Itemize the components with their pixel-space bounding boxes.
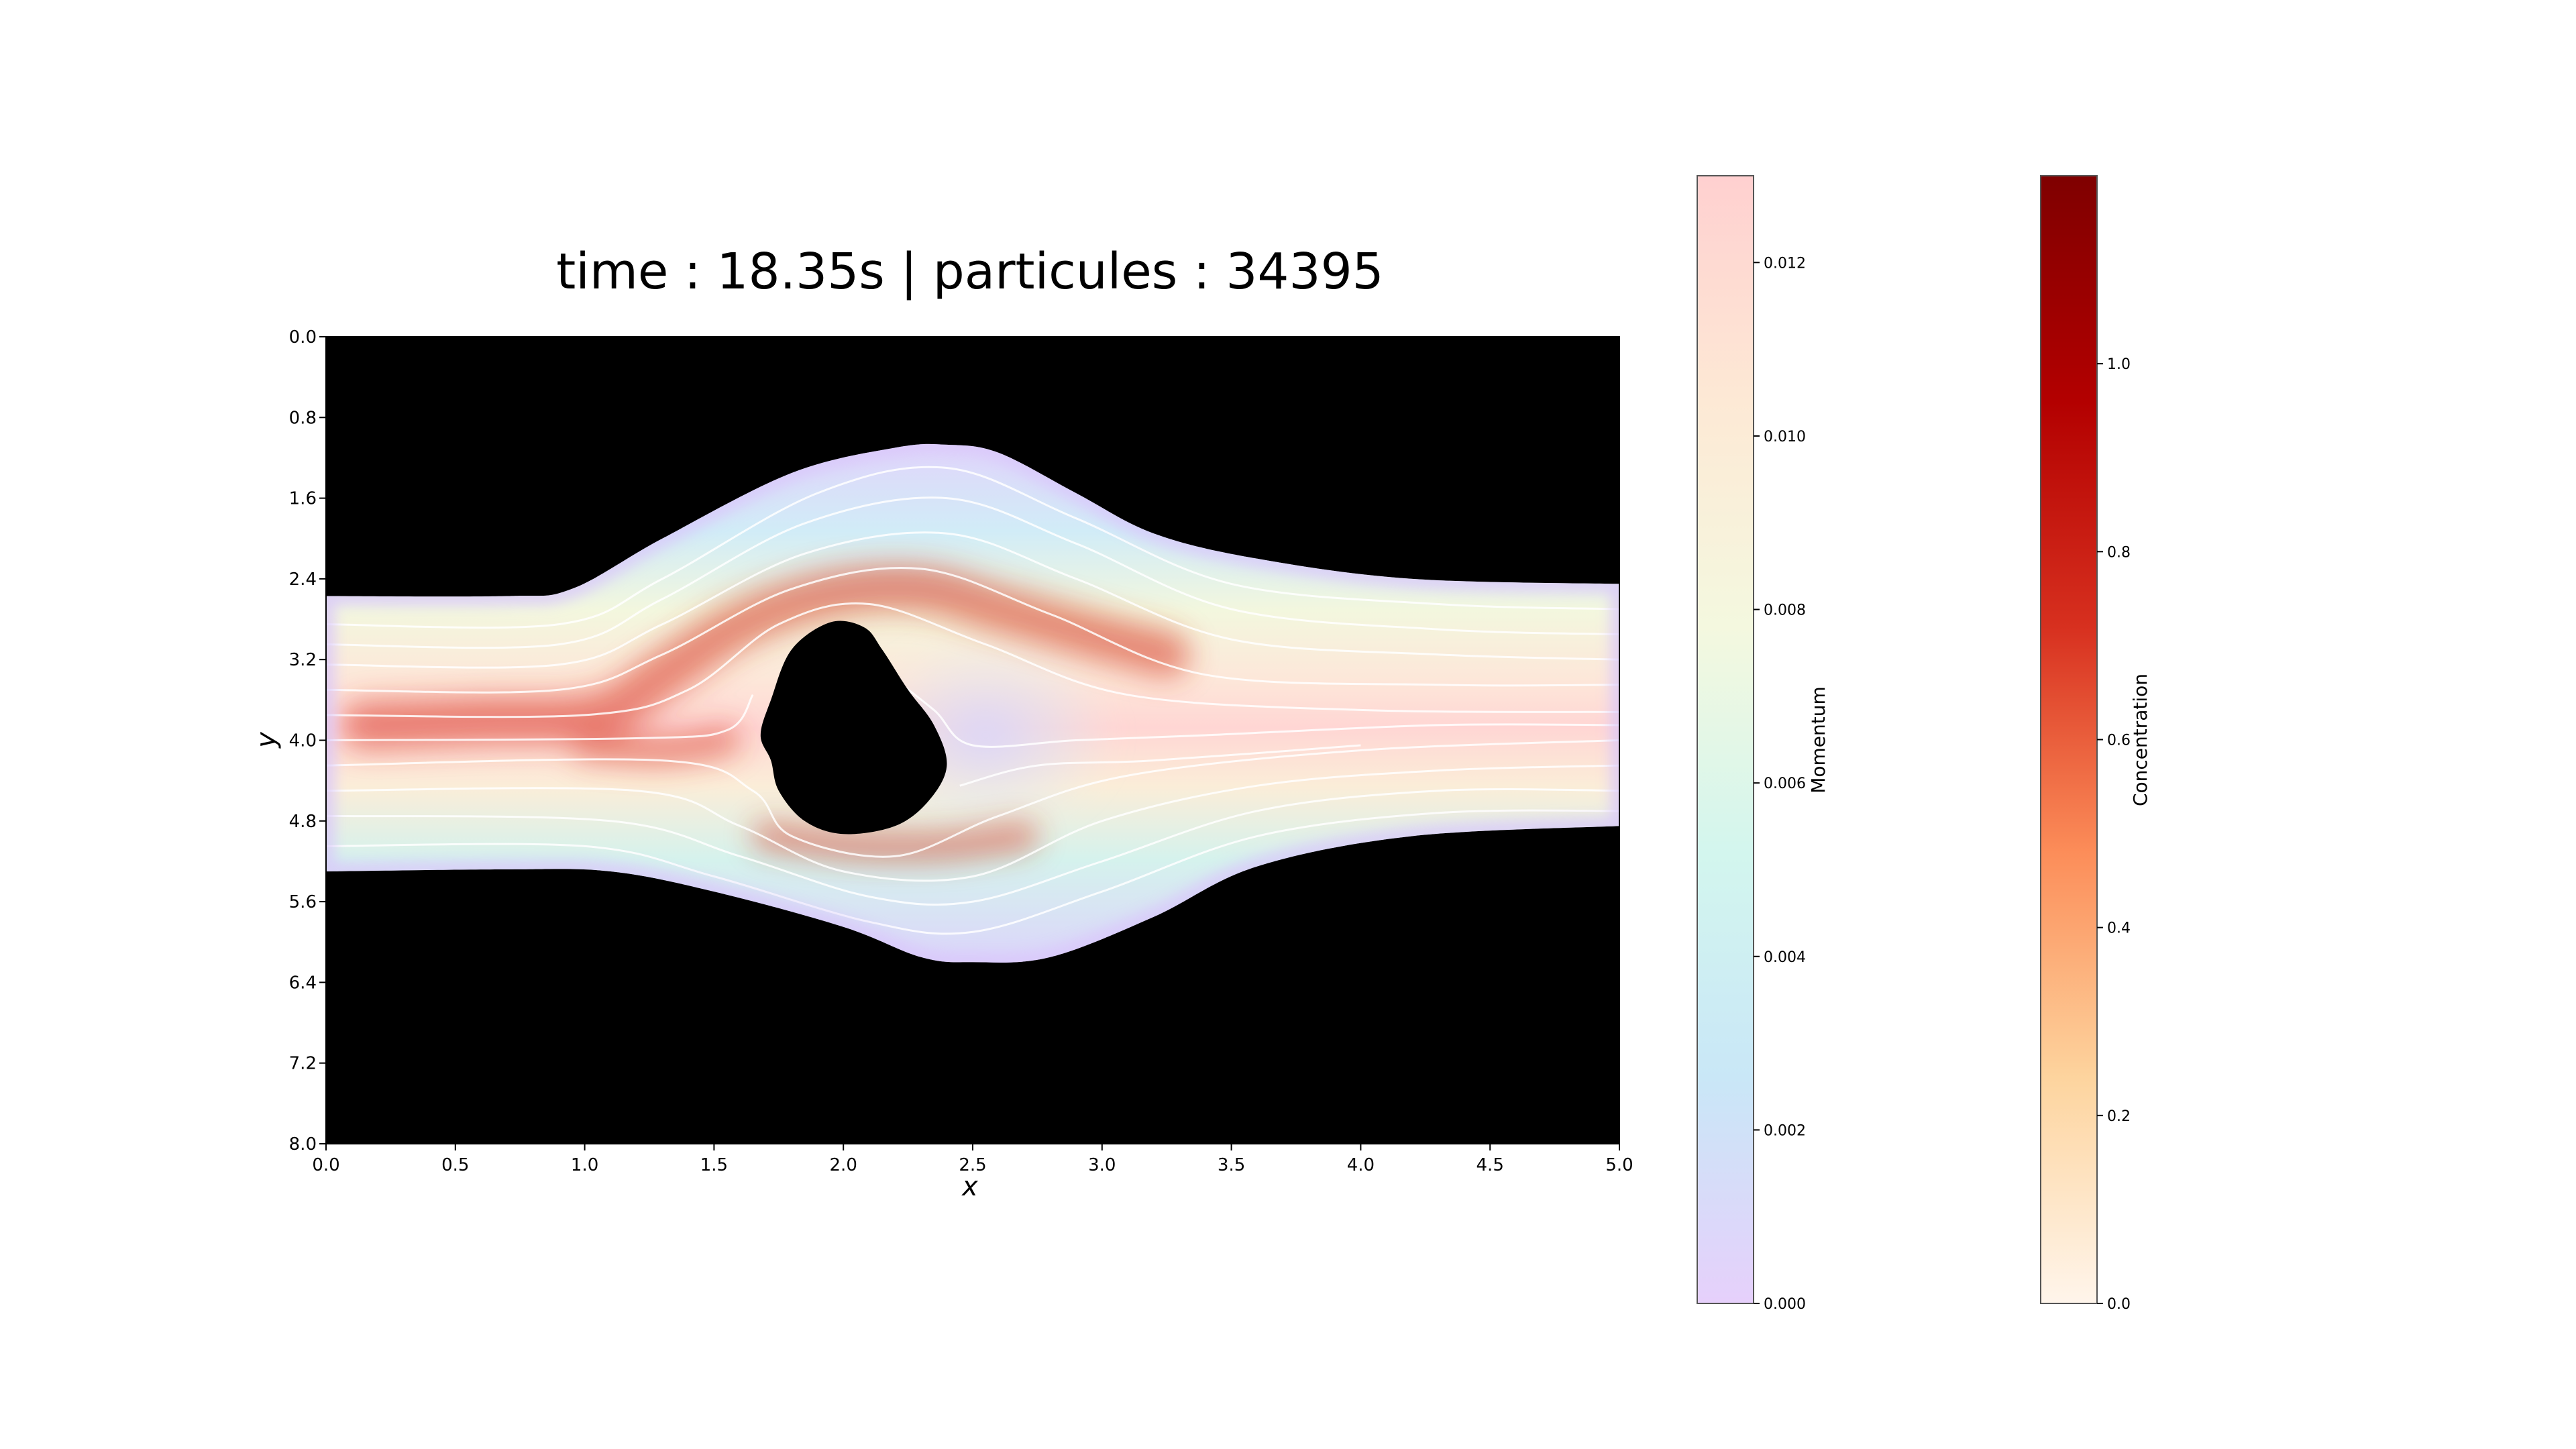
y-tick-label: 4.0 (289, 731, 317, 751)
colorbar-tick-label: 0.004 (1764, 949, 1806, 966)
y-tick-label: 4.8 (289, 812, 317, 832)
streamline (326, 466, 1619, 629)
y-tick-label: 0.0 (289, 327, 317, 347)
streamline (881, 669, 1619, 748)
streamline (326, 602, 1619, 718)
x-tick-label: 2.5 (959, 1155, 986, 1175)
colorbar-tick-label: 1.0 (2107, 356, 2131, 373)
concentration-colorbar-ticks: 0.0 0.2 0.4 0.6 0.8 1.0 (2097, 356, 2131, 1313)
y-tick-label: 1.6 (289, 489, 317, 509)
momentum-colorbar-gradient (1697, 175, 1754, 1304)
streamline (326, 809, 1619, 935)
streamline (326, 496, 1619, 649)
colorbar-tick-label: 0.000 (1764, 1296, 1806, 1313)
colorbar-tick-label: 0.4 (2107, 920, 2131, 937)
x-tick-label: 5.0 (1605, 1155, 1633, 1175)
x-tick-label: 0.0 (312, 1155, 339, 1175)
concentration-colorbar-label: Concentration (2129, 674, 2151, 806)
streamline (326, 531, 1619, 669)
y-tick-label: 2.4 (289, 570, 317, 590)
colorbar-tick-label: 0.002 (1764, 1122, 1806, 1139)
x-tick-label: 4.0 (1347, 1155, 1375, 1175)
streamline (326, 788, 1619, 906)
y-tick-label: 0.8 (289, 408, 317, 428)
colorbar-tick-label: 0.010 (1764, 429, 1806, 445)
y-tick-label: 7.2 (289, 1054, 317, 1074)
x-tick-label: 3.0 (1088, 1155, 1116, 1175)
colorbar-tick-label: 0.012 (1764, 255, 1806, 272)
colorbar-tick-label: 0.6 (2107, 733, 2131, 749)
y-tick-label: 3.2 (289, 650, 317, 670)
colorbar-tick-label: 0.2 (2107, 1108, 2131, 1125)
chart-title: time : 18.35s | particules : 34395 (556, 243, 1383, 301)
y-tick-label: 5.6 (289, 892, 317, 912)
y-axis: 0.0 0.8 1.6 2.4 3.2 4.0 4.8 5.6 6.4 7.2 8.0 (289, 327, 326, 1155)
plot-area: 0.0 0.5 1.0 1.5 2.0 2.5 3.0 3.5 4.0 4.5 5.0 0.0 0.8… (251, 327, 1633, 1202)
obstacle (760, 621, 947, 835)
x-axis: 0.0 0.5 1.0 1.5 2.0 2.5 3.0 3.5 4.0 4.5 5.0 (312, 1144, 1633, 1175)
x-tick-label: 1.0 (571, 1155, 598, 1175)
concentration-band (571, 727, 741, 764)
x-tick-label: 4.5 (1477, 1155, 1504, 1175)
colorbar-tick-label: 0.008 (1764, 602, 1806, 619)
x-axis-label: x (961, 1171, 978, 1202)
colorbar-tick-label: 0.006 (1764, 775, 1806, 792)
y-tick-label: 6.4 (289, 973, 317, 993)
momentum-colorbar-ticks: 0.000 0.002 0.004 0.006 0.008 0.010 0.012 (1754, 255, 1806, 1313)
concentration-band (341, 565, 1190, 748)
streamline (326, 694, 754, 741)
streamline (326, 764, 1619, 882)
streamline (326, 566, 1619, 694)
x-tick-label: 3.5 (1218, 1155, 1245, 1175)
concentration-colorbar-gradient (2040, 175, 2098, 1304)
colorbar-tick-label: 0.0 (2107, 1296, 2131, 1313)
x-tick-label: 0.5 (441, 1155, 469, 1175)
streamline (326, 739, 1619, 858)
momentum-colorbar-label: Momentum (1807, 686, 1829, 794)
x-tick-label: 1.5 (700, 1155, 728, 1175)
concentration-colorbar: 0.0 0.2 0.4 0.6 0.8 1.0 Concentration (2040, 175, 2151, 1313)
momentum-colorbar: 0.000 0.002 0.004 0.006 0.008 0.010 0.012 Mome… (1697, 175, 1829, 1313)
y-tick-label: 8.0 (289, 1134, 317, 1155)
colorbar-tick-label: 0.8 (2107, 544, 2131, 561)
streamlines (326, 466, 1619, 935)
y-axis-label: y (251, 731, 282, 749)
streamline (959, 744, 1361, 787)
x-tick-label: 2.0 (830, 1155, 857, 1175)
